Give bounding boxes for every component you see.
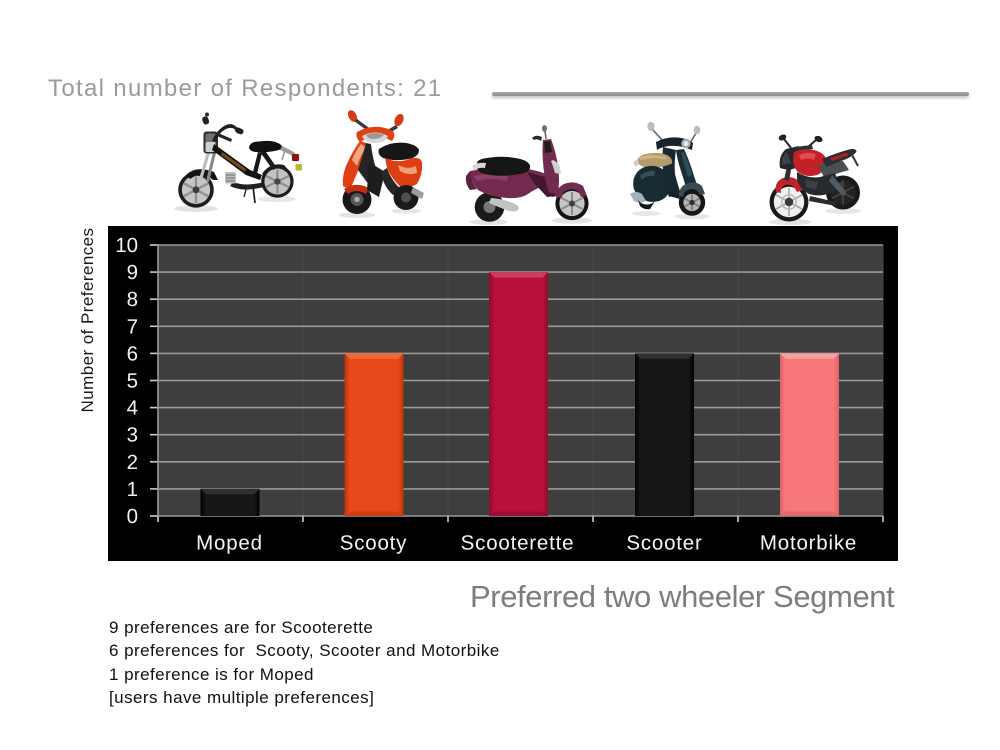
svg-text:6: 6: [127, 342, 138, 365]
svg-text:7: 7: [127, 315, 138, 338]
svg-text:9: 9: [127, 261, 138, 284]
svg-text:Scooter: Scooter: [626, 532, 702, 555]
svg-text:8: 8: [127, 288, 138, 311]
svg-text:Scooterette: Scooterette: [461, 532, 575, 555]
svg-text:Motorbike: Motorbike: [760, 532, 857, 555]
svg-text:2: 2: [127, 451, 138, 474]
svg-text:5: 5: [127, 370, 138, 393]
svg-text:4: 4: [127, 397, 138, 420]
svg-text:Scooty: Scooty: [340, 532, 407, 555]
svg-text:1: 1: [127, 478, 138, 501]
svg-text:0: 0: [127, 505, 138, 528]
svg-text:Moped: Moped: [196, 532, 263, 555]
svg-text:3: 3: [127, 424, 138, 447]
svg-text:10: 10: [115, 234, 138, 257]
